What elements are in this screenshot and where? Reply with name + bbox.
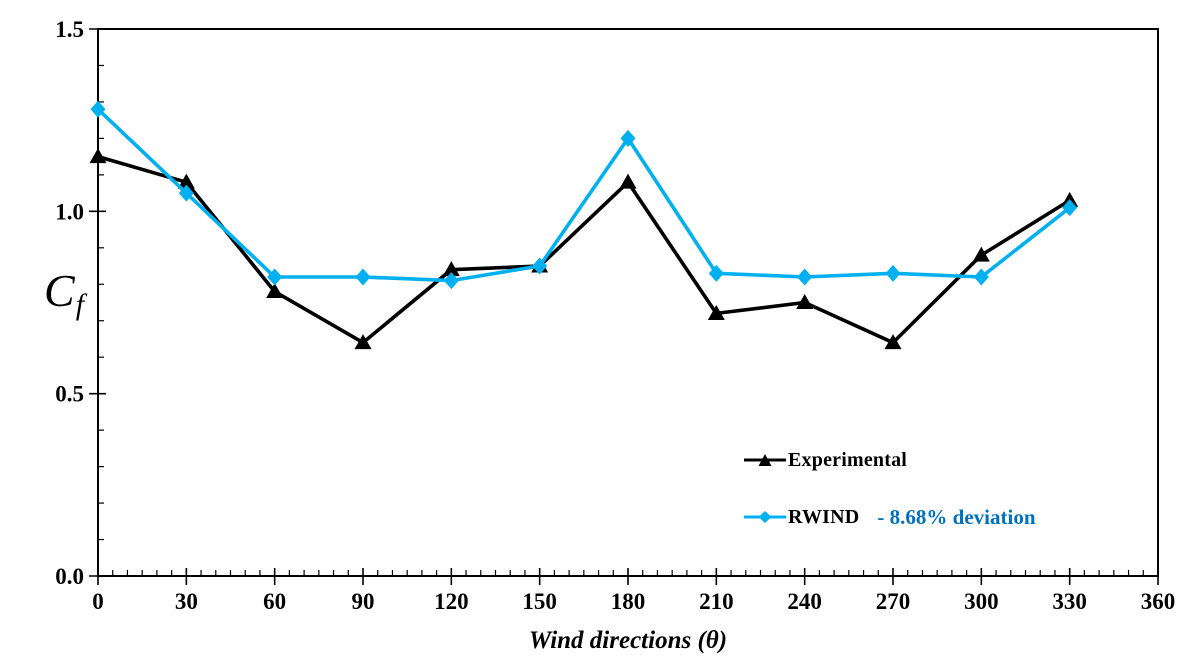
y-tick-label: 0.0 — [55, 564, 84, 589]
legend-label-rwind: RWIND — [788, 505, 860, 528]
x-tick-label: 60 — [263, 589, 286, 614]
legend-deviation-note: - 8.68% deviation — [877, 504, 1036, 529]
x-axis-title: Wind directions (θ) — [528, 627, 728, 654]
experimental-marker — [972, 246, 990, 262]
rwind-marker — [973, 268, 989, 286]
rwind-marker — [178, 184, 194, 202]
legend-label-experimental: Experimental — [788, 448, 908, 471]
rwind-marker — [90, 100, 106, 118]
experimental-marker — [354, 334, 372, 350]
x-tick-label: 300 — [964, 589, 999, 614]
y-axis-title-sub: f — [75, 289, 84, 322]
rwind-marker — [355, 268, 371, 286]
rwind-line-marker-icon — [744, 511, 786, 523]
experimental-marker — [266, 283, 284, 299]
rwind-marker — [708, 264, 724, 282]
rwind-marker — [620, 129, 636, 147]
legend: Experimental RWIND - 8.68% deviation — [744, 448, 1036, 529]
x-tick-label: 270 — [876, 589, 911, 614]
rwind-marker — [532, 257, 548, 275]
experimental-line — [97, 154, 1071, 345]
x-tick-label: 90 — [352, 589, 375, 614]
experimental-marker — [619, 173, 637, 189]
y-tick-label: 1.5 — [55, 17, 84, 42]
x-tick-label: 330 — [1052, 589, 1087, 614]
rwind-marker — [1062, 199, 1078, 217]
rwind-marker — [885, 264, 901, 282]
experimental-marker — [442, 261, 460, 277]
y-axis-title: Cf — [44, 268, 84, 321]
y-tick-label: 0.5 — [55, 382, 84, 407]
x-tick-label: 210 — [699, 589, 734, 614]
legend-item-experimental: Experimental — [744, 448, 1036, 472]
experimental-line-marker-icon — [744, 454, 786, 466]
x-tick-label: 120 — [434, 589, 469, 614]
experimental-marker — [884, 334, 902, 350]
experimental-marker — [89, 148, 107, 164]
y-axis-title-main: C — [44, 265, 75, 316]
x-tick-label: 180 — [611, 589, 646, 614]
legend-item-rwind: RWIND - 8.68% deviation — [744, 505, 1036, 529]
rwind-marker — [267, 268, 283, 286]
x-tick-label: 30 — [175, 589, 198, 614]
experimental-marker — [707, 304, 725, 320]
rwind-line — [96, 107, 1071, 283]
y-tick-label: 1.0 — [55, 199, 84, 224]
rwind-marker — [797, 268, 813, 286]
experimental-marker — [177, 173, 195, 189]
x-tick-label: 360 — [1141, 589, 1176, 614]
x-tick-label: 0 — [92, 589, 104, 614]
x-tick-label: 150 — [522, 589, 557, 614]
rwind-marker — [443, 272, 459, 290]
x-tick-label: 240 — [787, 589, 822, 614]
experimental-marker — [796, 294, 814, 309]
